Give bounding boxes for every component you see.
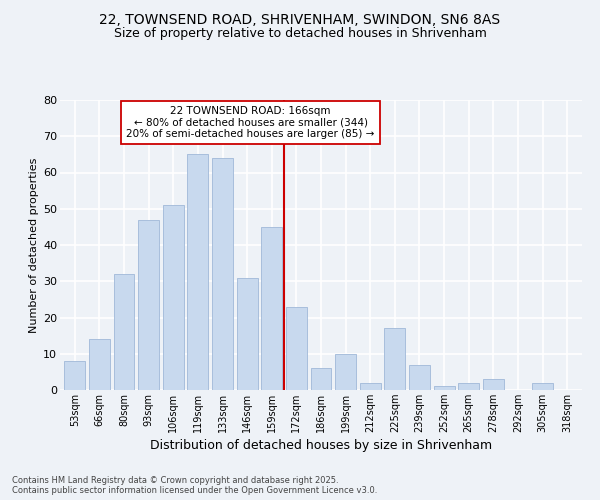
Bar xyxy=(434,386,455,390)
Bar xyxy=(483,379,504,390)
Bar xyxy=(187,154,208,390)
Text: Size of property relative to detached houses in Shrivenham: Size of property relative to detached ho… xyxy=(113,28,487,40)
Bar xyxy=(335,354,356,390)
Text: Contains HM Land Registry data © Crown copyright and database right 2025.
Contai: Contains HM Land Registry data © Crown c… xyxy=(12,476,377,495)
Bar xyxy=(532,383,553,390)
Bar xyxy=(360,383,381,390)
Text: 22 TOWNSEND ROAD: 166sqm
← 80% of detached houses are smaller (344)
20% of semi-: 22 TOWNSEND ROAD: 166sqm ← 80% of detach… xyxy=(127,106,375,139)
Bar xyxy=(212,158,233,390)
Bar xyxy=(385,328,406,390)
Bar xyxy=(236,278,257,390)
Bar xyxy=(113,274,134,390)
Bar xyxy=(311,368,331,390)
Y-axis label: Number of detached properties: Number of detached properties xyxy=(29,158,39,332)
Bar xyxy=(64,361,85,390)
Bar xyxy=(409,364,430,390)
Bar xyxy=(286,306,307,390)
Bar xyxy=(138,220,159,390)
Bar xyxy=(163,205,184,390)
Bar xyxy=(89,339,110,390)
Text: 22, TOWNSEND ROAD, SHRIVENHAM, SWINDON, SN6 8AS: 22, TOWNSEND ROAD, SHRIVENHAM, SWINDON, … xyxy=(100,12,500,26)
X-axis label: Distribution of detached houses by size in Shrivenham: Distribution of detached houses by size … xyxy=(150,439,492,452)
Bar xyxy=(261,227,282,390)
Bar xyxy=(458,383,479,390)
